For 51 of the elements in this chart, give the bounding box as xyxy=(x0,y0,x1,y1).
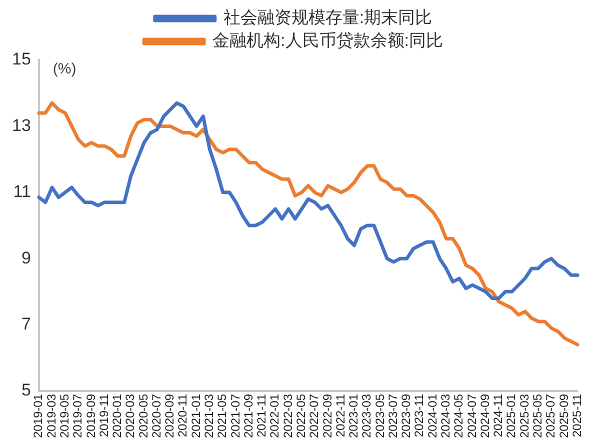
x-tick-label: 2024-09 xyxy=(478,394,492,438)
x-tick-label: 2021-09 xyxy=(241,394,256,438)
x-tick-label: 2021-01 xyxy=(188,394,203,438)
x-tick-label: 2022-05 xyxy=(294,394,308,438)
x-tick-label: 2025-01 xyxy=(504,394,518,438)
x-tick-label: 2019-03 xyxy=(44,394,58,438)
x-tick-label: 2024-05 xyxy=(452,394,466,438)
x-tick-label: 2019-09 xyxy=(84,394,98,438)
x-tick-label: 2023-05 xyxy=(372,394,387,438)
x-tick-label: 2022-01 xyxy=(268,394,282,438)
x-tick-label: 2021-07 xyxy=(228,394,242,438)
y-tick-label: 13 xyxy=(12,116,31,135)
x-tick-label: 2023-03 xyxy=(360,394,374,438)
x-tick-label: 2021-11 xyxy=(254,394,269,438)
x-tick-label: 2020-01 xyxy=(110,394,124,438)
x-tick-label: 2021-03 xyxy=(202,394,216,438)
x-tick-label: 2023-01 xyxy=(346,394,361,438)
x-tick-label: 2020-11 xyxy=(176,394,190,438)
x-tick-label: 2024-07 xyxy=(464,394,479,438)
x-tick-label: 2023-09 xyxy=(399,394,414,438)
y-tick-label: 5 xyxy=(21,380,31,400)
x-tick-label: 2025-05 xyxy=(530,394,544,438)
x-tick-label: 2025-09 xyxy=(556,394,571,438)
x-tick-label: 2019-01 xyxy=(31,394,46,438)
x-tick-label: 2020-03 xyxy=(123,394,138,438)
x-tick-label: 2024-01 xyxy=(425,394,440,438)
x-tick-label: 2025-07 xyxy=(544,394,558,438)
x-tick-label: 2023-11 xyxy=(412,394,426,438)
x-tick-label: 2024-03 xyxy=(438,394,453,438)
x-tick-label: 2022-03 xyxy=(280,394,295,438)
legend-label: 社会融资规模存量:期末同比 xyxy=(223,8,432,28)
x-tick-label: 2019-11 xyxy=(96,394,111,438)
x-tick-label: 2022-11 xyxy=(333,394,348,438)
x-tick-label: 2021-05 xyxy=(215,394,230,438)
x-tick-label: 2022-07 xyxy=(307,394,322,438)
x-tick-label: 2020-07 xyxy=(149,394,164,438)
x-tick-label: 2025-11 xyxy=(570,394,584,438)
x-tick-label: 2020-09 xyxy=(162,394,177,438)
x-tick-label: 2022-09 xyxy=(320,394,334,438)
x-tick-label: 2025-03 xyxy=(517,394,532,438)
y-tick-label: 11 xyxy=(13,182,31,202)
x-tick-label: 2023-07 xyxy=(386,394,400,438)
y-tick-label: 9 xyxy=(21,248,31,268)
x-tick-label: 2020-05 xyxy=(136,394,150,438)
y-tick-label: 15 xyxy=(12,50,31,69)
x-tick-label: 2019-07 xyxy=(70,394,85,438)
legend-label: 金融机构:人民币贷款余额:同比 xyxy=(212,31,443,50)
annotation: (%) xyxy=(52,60,76,78)
x-tick-label: 2024-11 xyxy=(491,394,506,438)
y-tick-label: 7 xyxy=(21,314,31,334)
x-tick-label: 2019-05 xyxy=(58,394,72,438)
